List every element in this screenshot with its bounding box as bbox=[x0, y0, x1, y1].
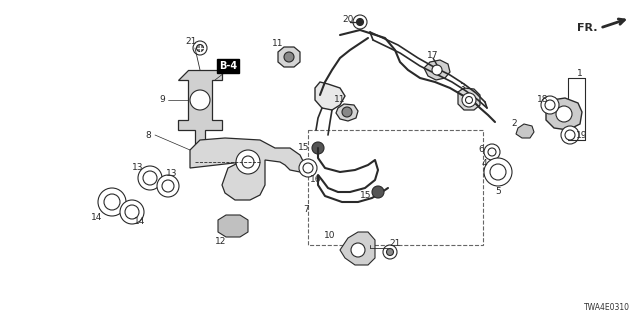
Polygon shape bbox=[516, 124, 534, 138]
Circle shape bbox=[162, 180, 174, 192]
Polygon shape bbox=[336, 104, 358, 121]
Text: 14: 14 bbox=[134, 218, 146, 227]
Text: 18: 18 bbox=[537, 95, 548, 105]
Circle shape bbox=[143, 171, 157, 185]
Polygon shape bbox=[178, 70, 222, 145]
Text: 4: 4 bbox=[481, 159, 487, 169]
Circle shape bbox=[541, 96, 559, 114]
Circle shape bbox=[312, 142, 324, 154]
Text: 21: 21 bbox=[186, 37, 196, 46]
Polygon shape bbox=[458, 88, 480, 110]
Text: 14: 14 bbox=[92, 213, 102, 222]
Circle shape bbox=[98, 188, 126, 216]
Circle shape bbox=[299, 159, 317, 177]
Text: B-4: B-4 bbox=[219, 61, 237, 71]
Text: 2: 2 bbox=[511, 119, 517, 129]
Circle shape bbox=[342, 107, 352, 117]
Circle shape bbox=[157, 175, 179, 197]
Circle shape bbox=[484, 144, 500, 160]
Text: 20: 20 bbox=[342, 15, 354, 25]
Text: FR.: FR. bbox=[577, 23, 598, 33]
Text: 7: 7 bbox=[303, 205, 309, 214]
Text: 8: 8 bbox=[145, 131, 151, 140]
Polygon shape bbox=[278, 47, 300, 67]
Text: 16: 16 bbox=[310, 175, 322, 185]
Text: 6: 6 bbox=[478, 146, 484, 155]
Text: 11: 11 bbox=[334, 95, 346, 105]
Circle shape bbox=[561, 126, 579, 144]
Polygon shape bbox=[340, 232, 375, 265]
Circle shape bbox=[190, 90, 210, 110]
Circle shape bbox=[372, 186, 384, 198]
Circle shape bbox=[120, 200, 144, 224]
Circle shape bbox=[490, 164, 506, 180]
Circle shape bbox=[353, 15, 367, 29]
Text: 10: 10 bbox=[324, 230, 336, 239]
Text: 1: 1 bbox=[577, 68, 583, 77]
Circle shape bbox=[565, 130, 575, 140]
Circle shape bbox=[356, 19, 364, 26]
Circle shape bbox=[125, 205, 139, 219]
Text: 17: 17 bbox=[428, 51, 439, 60]
Polygon shape bbox=[546, 98, 582, 130]
Polygon shape bbox=[424, 60, 450, 80]
Circle shape bbox=[488, 148, 496, 156]
Text: TWA4E0310: TWA4E0310 bbox=[584, 303, 630, 313]
Circle shape bbox=[104, 194, 120, 210]
Circle shape bbox=[303, 163, 313, 173]
Circle shape bbox=[284, 52, 294, 62]
Text: 13: 13 bbox=[132, 164, 144, 172]
Circle shape bbox=[545, 100, 555, 110]
Circle shape bbox=[556, 106, 572, 122]
Circle shape bbox=[138, 166, 162, 190]
Text: 19: 19 bbox=[576, 131, 588, 140]
Text: 21: 21 bbox=[389, 238, 401, 247]
Text: 5: 5 bbox=[495, 188, 501, 196]
Circle shape bbox=[383, 245, 397, 259]
Circle shape bbox=[351, 243, 365, 257]
Circle shape bbox=[462, 93, 476, 107]
Polygon shape bbox=[190, 138, 305, 200]
Polygon shape bbox=[218, 215, 248, 237]
Text: 15: 15 bbox=[298, 143, 310, 153]
FancyBboxPatch shape bbox=[308, 130, 483, 245]
Text: 11: 11 bbox=[272, 39, 284, 49]
Text: 3: 3 bbox=[459, 84, 465, 92]
Circle shape bbox=[387, 249, 394, 255]
Text: 9: 9 bbox=[159, 95, 165, 105]
Circle shape bbox=[196, 44, 204, 52]
Text: 13: 13 bbox=[166, 170, 178, 179]
Circle shape bbox=[465, 97, 472, 103]
Circle shape bbox=[242, 156, 254, 168]
Circle shape bbox=[484, 158, 512, 186]
Circle shape bbox=[432, 65, 442, 75]
Polygon shape bbox=[315, 82, 345, 110]
Text: 12: 12 bbox=[215, 237, 227, 246]
Circle shape bbox=[236, 150, 260, 174]
Circle shape bbox=[193, 41, 207, 55]
Text: 15: 15 bbox=[360, 191, 372, 201]
